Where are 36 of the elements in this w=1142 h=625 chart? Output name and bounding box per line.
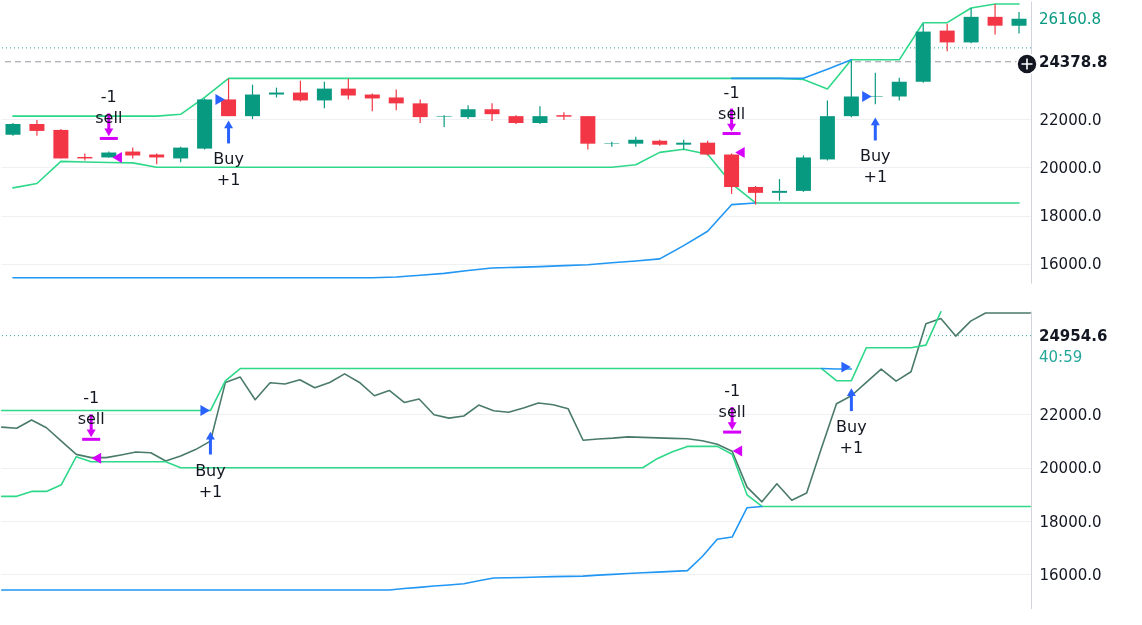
- candlestick: [245, 84, 261, 120]
- line-series: [1, 505, 763, 591]
- candlestick: [556, 111, 572, 121]
- candlestick: [484, 102, 500, 122]
- y-tick-label: 16000.0: [1039, 255, 1102, 274]
- y-tick-label: 20000.0: [1039, 459, 1102, 478]
- candlestick: [316, 81, 332, 109]
- annotation: Buy +1: [836, 417, 867, 458]
- candlestick: [891, 77, 907, 102]
- line-series: [1, 312, 1031, 503]
- text: 40:59: [1039, 347, 1083, 366]
- y-tick-label: 22000.0: [1039, 110, 1102, 129]
- candlestick: [939, 23, 955, 52]
- line-series: [12, 148, 1020, 204]
- candlestick: [748, 185, 764, 206]
- text: 26160.8: [1039, 9, 1102, 28]
- ref-line-label: 24954.6: [1039, 326, 1108, 345]
- candlestick: [1011, 11, 1027, 35]
- y-tick-label: 18000.0: [1039, 512, 1102, 531]
- candlestick: [987, 3, 1003, 36]
- annotation: Buy +1: [860, 146, 891, 187]
- candlestick: [340, 78, 356, 101]
- candlestick: [771, 178, 787, 202]
- y-tick-label: 20000.0: [1039, 158, 1102, 177]
- candlestick: [843, 60, 859, 118]
- line-series: [12, 202, 757, 279]
- y-tick-label: 16000.0: [1039, 565, 1102, 584]
- ref-line-label: 24378.8: [1039, 52, 1108, 71]
- annotation: Buy +1: [213, 149, 244, 190]
- candlestick: [388, 89, 404, 111]
- candlestick: [532, 105, 548, 125]
- y-tick-label: 18000.0: [1039, 207, 1102, 226]
- candlestick: [412, 98, 428, 124]
- candlestick: [29, 119, 45, 137]
- y-tick-label: 22000.0: [1039, 405, 1102, 424]
- candlestick: [436, 114, 452, 128]
